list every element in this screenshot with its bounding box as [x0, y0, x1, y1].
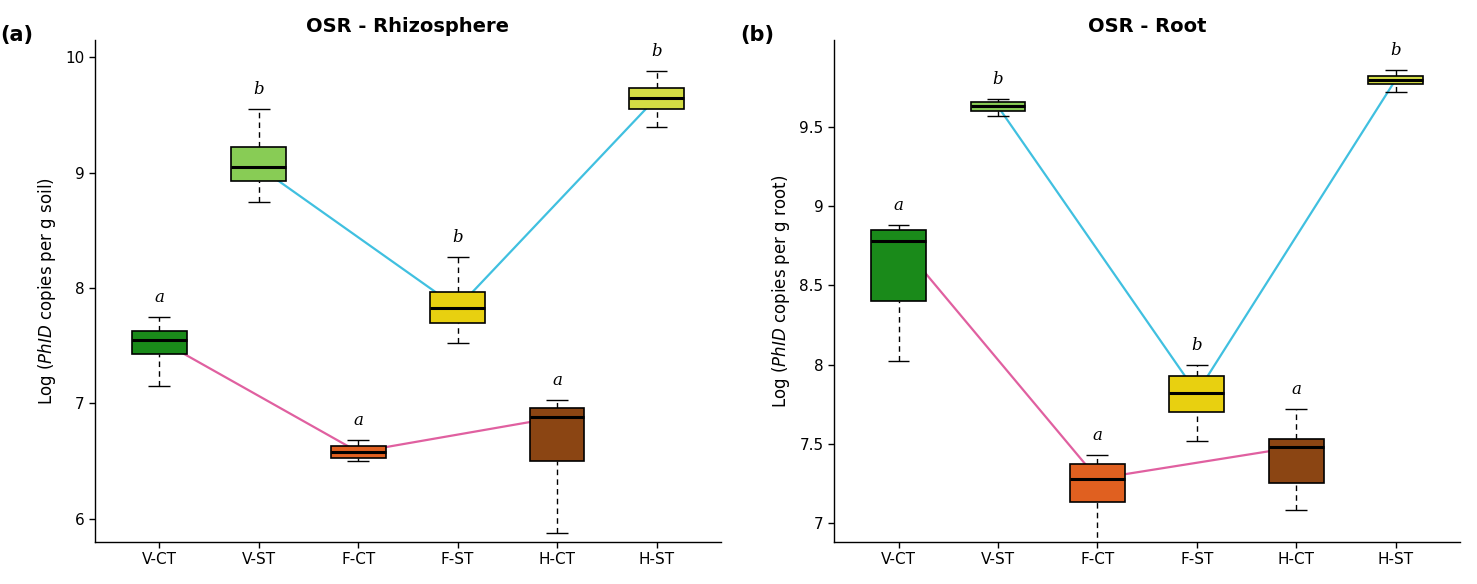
Bar	[131, 331, 186, 354]
Bar	[629, 88, 684, 109]
Text: a: a	[155, 289, 164, 306]
Text: b: b	[993, 71, 1003, 88]
Bar	[331, 446, 385, 458]
Text: (b): (b)	[740, 25, 774, 45]
Bar	[871, 230, 926, 301]
Bar	[1170, 376, 1224, 412]
Text: a: a	[1291, 381, 1301, 398]
Text: b: b	[452, 229, 462, 246]
Bar	[530, 408, 585, 461]
Text: b: b	[1192, 336, 1202, 353]
Title: OSR - Rhizosphere: OSR - Rhizosphere	[306, 17, 510, 36]
Text: b: b	[1390, 42, 1402, 59]
Bar	[970, 102, 1025, 111]
Bar	[232, 147, 287, 181]
Title: OSR - Root: OSR - Root	[1089, 17, 1207, 36]
Text: a: a	[1093, 427, 1102, 444]
Text: (a): (a)	[1, 25, 34, 45]
Text: a: a	[353, 412, 363, 429]
Bar	[1069, 464, 1125, 502]
Text: a: a	[894, 197, 904, 214]
Y-axis label: Log ($\it{PhID}$ copies per g soil): Log ($\it{PhID}$ copies per g soil)	[35, 177, 58, 405]
Text: b: b	[254, 81, 264, 98]
Bar	[1269, 439, 1323, 484]
Text: a: a	[552, 372, 563, 389]
Text: b: b	[651, 43, 662, 60]
Y-axis label: Log ($\it{PhID}$ copies per g root): Log ($\it{PhID}$ copies per g root)	[771, 174, 792, 408]
Bar	[430, 291, 484, 323]
Bar	[1368, 77, 1422, 84]
